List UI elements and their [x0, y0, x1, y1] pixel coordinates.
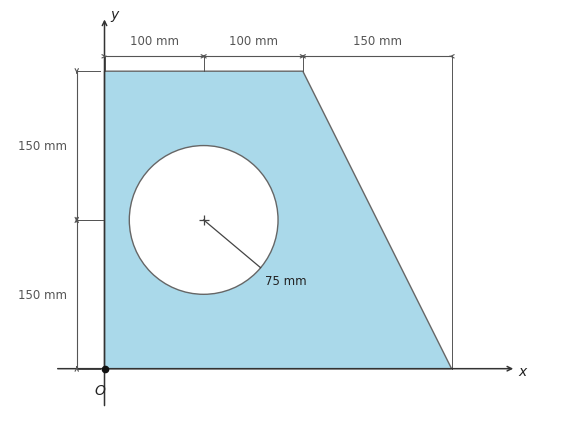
- Text: y: y: [110, 8, 118, 22]
- Text: 150 mm: 150 mm: [18, 288, 67, 301]
- Circle shape: [129, 146, 278, 295]
- Text: 150 mm: 150 mm: [18, 140, 67, 153]
- Text: 75 mm: 75 mm: [265, 274, 306, 287]
- Text: 100 mm: 100 mm: [229, 35, 278, 48]
- Text: 100 mm: 100 mm: [130, 35, 179, 48]
- Text: 150 mm: 150 mm: [353, 35, 402, 48]
- Text: O: O: [94, 383, 105, 397]
- Polygon shape: [105, 72, 452, 369]
- Text: x: x: [519, 364, 527, 378]
